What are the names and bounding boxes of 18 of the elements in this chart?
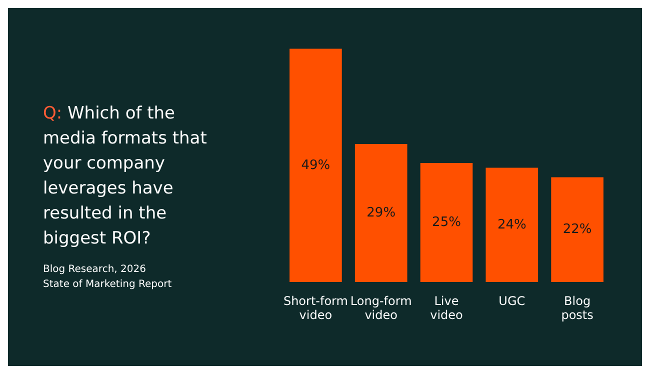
bar: [420, 163, 473, 282]
bar: [290, 48, 342, 282]
bar: [551, 177, 604, 282]
x-tick-label: Short-form video: [283, 294, 348, 322]
data-label: 29%: [366, 205, 396, 220]
data-label: 24%: [497, 217, 526, 232]
data-label: 25%: [432, 215, 461, 230]
x-tick-label: Long-form video: [350, 294, 412, 322]
text: State of Marketing Report: [43, 279, 172, 290]
bar: [486, 168, 538, 282]
data-label: 22%: [562, 222, 592, 238]
x-tick-label: Live video: [430, 294, 463, 322]
x-tick-label: Blog posts: [561, 294, 594, 322]
text: Q: Which of the media formats that your company leverages have resulted in the biggest ROI?: [43, 104, 212, 248]
x-tick-label: UGC: [498, 294, 526, 308]
data-label: 49%: [301, 158, 330, 173]
text: Blog Research, 2026: [43, 264, 146, 275]
bar: [354, 144, 408, 282]
